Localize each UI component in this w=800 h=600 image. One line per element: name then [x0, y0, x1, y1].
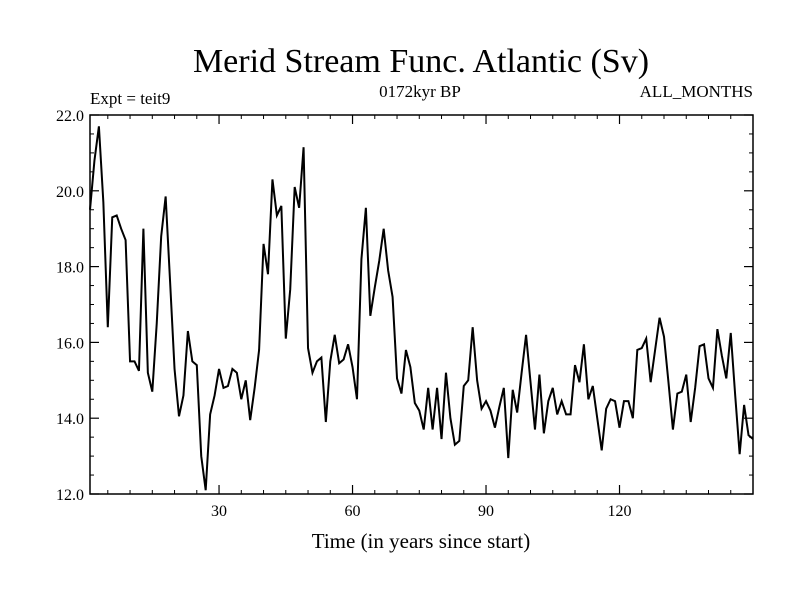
- y-tick-label: 22.0: [56, 108, 84, 125]
- experiment-label: Expt = teit9: [90, 89, 170, 108]
- x-tick-label: 30: [211, 503, 227, 520]
- y-tick-label: 20.0: [56, 184, 84, 201]
- plot-frame: [89, 114, 754, 495]
- y-tick-label: 16.0: [56, 335, 84, 352]
- y-tick-label: 12.0: [56, 487, 84, 504]
- y-tick-label: 18.0: [56, 260, 84, 277]
- months-label: ALL_MONTHS: [640, 82, 753, 101]
- period-label: 0172kyr BP: [379, 82, 461, 101]
- x-tick-label: 90: [478, 503, 494, 520]
- series-line: [89, 126, 754, 491]
- chart-title: Merid Stream Func. Atlantic (Sv): [193, 43, 649, 80]
- x-axis-label: Time (in years since start): [312, 529, 531, 553]
- x-tick-label: 60: [345, 503, 361, 520]
- y-tick-label: 14.0: [56, 411, 84, 428]
- x-tick-label: 120: [608, 503, 632, 520]
